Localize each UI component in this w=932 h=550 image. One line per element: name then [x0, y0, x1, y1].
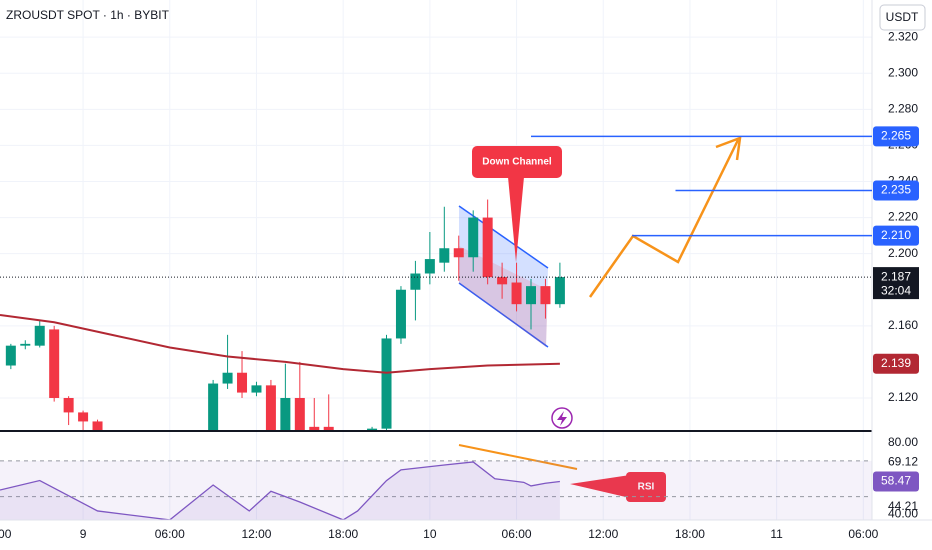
candle-body	[208, 383, 219, 431]
x-tick-label: 9	[80, 527, 87, 541]
price-axis	[872, 0, 932, 520]
candle-body	[294, 397, 305, 431]
y-tick-label: 2.280	[888, 102, 918, 116]
level-label: 2.265	[881, 129, 911, 143]
y-tick-label: 2.160	[888, 318, 918, 332]
candle-body	[63, 397, 74, 413]
candle-body	[265, 385, 276, 431]
candle-body	[439, 248, 450, 263]
level-label: 2.235	[881, 183, 911, 197]
rsi-tick-label: 44.21	[888, 499, 918, 513]
candle-body	[92, 421, 103, 431]
currency[interactable]: USDT	[886, 10, 919, 24]
alert-icon	[551, 407, 573, 429]
candle-body	[381, 338, 392, 429]
level-label-box	[873, 126, 919, 147]
rsi-callout-box	[626, 472, 666, 502]
candle-body	[237, 372, 248, 393]
countdown-label: 32:04	[881, 283, 911, 297]
rsi-callout-pointer	[570, 475, 630, 498]
x-tick-label: 18:00	[328, 527, 358, 541]
candle-body	[34, 325, 45, 346]
x-tick-label: 11	[770, 527, 783, 541]
candle-body	[424, 259, 435, 274]
moving-average	[0, 314, 560, 374]
candle-body	[222, 372, 233, 384]
x-tick-label: 12:00	[588, 527, 618, 541]
currency-box[interactable]	[879, 4, 926, 31]
arrow-head	[715, 136, 742, 161]
level-label-box	[873, 180, 919, 201]
level-label: 2.210	[881, 228, 911, 242]
projection-arrow	[588, 139, 740, 298]
level-label-box	[873, 225, 919, 246]
y-tick-label: 2.120	[888, 390, 918, 404]
ma-label-box	[873, 353, 919, 374]
y-tick-label: 2.200	[888, 246, 918, 260]
x-tick-label: 10	[423, 527, 437, 541]
candle-body	[5, 345, 16, 366]
callout-box	[472, 146, 562, 178]
rsi-tick-label: 69.12	[888, 455, 918, 469]
candle-body	[497, 277, 508, 285]
pane-separator	[0, 430, 872, 432]
ma-label: 2.139	[881, 356, 911, 370]
x-tick-label: 18:00	[0, 527, 12, 541]
candle-body	[367, 428, 378, 431]
candle-body	[482, 217, 493, 278]
candle-body	[78, 412, 89, 422]
candle-body	[280, 397, 291, 431]
candle-body	[468, 217, 479, 258]
channel-fill	[459, 206, 548, 347]
rsi-last-label: 58.47	[881, 474, 911, 488]
x-tick-label: 18:00	[675, 527, 705, 541]
y-tick-label: 2.320	[888, 29, 918, 43]
x-tick-label: 06:00	[155, 527, 185, 541]
x-tick-label: 06:00	[502, 527, 532, 541]
rsi-pane	[0, 460, 872, 520]
candle-body	[554, 277, 565, 305]
drawings: Down Channel RSI	[458, 136, 742, 502]
channel-line	[458, 205, 549, 269]
candle-body	[395, 289, 406, 339]
last-price-box	[873, 267, 919, 300]
candle-body	[526, 286, 537, 305]
candle-body	[251, 385, 262, 393]
y-tick-label: 2.220	[888, 210, 918, 224]
alert-bolt	[557, 411, 567, 426]
candle-body	[453, 248, 464, 258]
rsi-area	[0, 461, 560, 520]
candle-body	[49, 329, 60, 398]
candle-body	[309, 426, 320, 431]
divergence-line	[458, 444, 578, 470]
channel-shade	[459, 246, 548, 347]
callout-pointer	[508, 177, 524, 262]
rsi-band	[0, 460, 872, 520]
rsi-tick-label: 80.00	[888, 435, 918, 449]
grid	[0, 0, 872, 520]
rsi-tick-label: 40.00	[888, 507, 918, 521]
rsi-callout-text: RSI	[638, 482, 655, 493]
y-tick-label: 2.300	[888, 65, 918, 79]
last-price-label: 2.187	[881, 269, 911, 283]
candle-body	[511, 282, 522, 305]
candle-body	[20, 343, 31, 346]
callout-text: Down Channel	[482, 157, 552, 168]
candle-body	[410, 273, 421, 290]
rsi-last-box	[873, 471, 919, 492]
chart-title: ZROUSDT SPOT · 1h · BYBIT	[6, 8, 170, 22]
axes: 18:00 9 06:00 12:00 18:00 10 06:00 12:00 18:00 11…	[0, 29, 919, 541]
price-pane	[0, 199, 872, 431]
x-tick-label: 12:00	[241, 527, 271, 541]
candle-body	[323, 426, 334, 431]
channel-line	[458, 282, 549, 348]
x-tick-label: 06:00	[848, 527, 878, 541]
candle-body	[540, 286, 551, 305]
